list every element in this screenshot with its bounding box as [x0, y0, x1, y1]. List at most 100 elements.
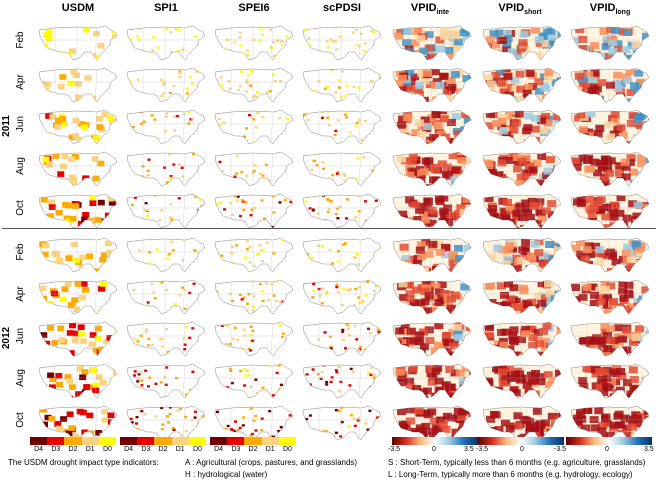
col-header-spei6: SPEI6 — [238, 2, 270, 14]
legend-swatch-d3 — [137, 437, 155, 445]
map-panel — [123, 234, 209, 275]
legend-class-label: D3 — [141, 446, 151, 453]
map-panel — [479, 106, 565, 147]
map-panel — [479, 148, 565, 189]
legend-class-label: D3 — [231, 446, 241, 453]
map-panel — [123, 190, 209, 231]
map-panel — [299, 106, 385, 147]
map-panel — [35, 106, 121, 147]
legend-swatch-d0 — [278, 437, 297, 445]
map-panel — [123, 22, 209, 63]
map-panel — [211, 190, 297, 231]
col-header-spi1: SPI1 — [154, 2, 178, 14]
map-panel — [123, 318, 209, 359]
map-panel — [299, 64, 385, 105]
col-header-vpid-long: VPIDlong — [589, 2, 631, 17]
map-panel — [123, 148, 209, 189]
map-panel — [299, 190, 385, 231]
legend-vpid-long-max: 3.5 — [644, 446, 654, 453]
legend-vpid-short-max-left: 3.5 — [464, 446, 474, 453]
col-header-usdm: USDM — [61, 2, 95, 14]
map-panel — [567, 190, 653, 231]
map-panel — [211, 106, 297, 147]
legend-vpid-long-gradient — [566, 437, 652, 445]
map-panel — [123, 276, 209, 317]
month-label-2012-oct: Oct — [15, 412, 26, 428]
month-label-2012-feb: Feb — [15, 243, 26, 261]
map-panel — [211, 148, 297, 189]
legend-class-label: D1 — [85, 446, 95, 453]
map-panel — [123, 106, 209, 147]
map-panel — [299, 402, 385, 443]
map-panel — [299, 148, 385, 189]
legend-swatch-d2 — [154, 437, 172, 445]
map-panel — [299, 234, 385, 275]
map-panel — [389, 276, 475, 317]
map-panel — [35, 148, 121, 189]
map-panel — [479, 190, 565, 231]
map-panel — [389, 402, 475, 443]
legend-spi1-bar — [120, 437, 207, 445]
map-panel — [389, 318, 475, 359]
map-panel — [479, 234, 565, 275]
legend-class-label: D2 — [158, 446, 168, 453]
map-panel — [299, 22, 385, 63]
map-panel — [567, 148, 653, 189]
map-panel — [35, 234, 121, 275]
legend-swatch-d3 — [47, 437, 65, 445]
year-label-2011: 2011 — [1, 115, 12, 137]
map-panel — [35, 318, 121, 359]
legend-spei6-bar — [210, 437, 297, 445]
month-label-2011-jun: Jun — [15, 115, 26, 133]
map-panel — [567, 360, 653, 401]
legend-class-label: D0 — [192, 446, 202, 453]
legend-spi1-labels: D4 D3 D2 D1 D0 — [120, 446, 206, 455]
legend-class-label: D0 — [282, 446, 292, 453]
impact-long-term: L : Long-Term, typically more than 6 mon… — [388, 470, 633, 479]
map-panel — [567, 318, 653, 359]
legend-vpid-long-min: -3.5 — [554, 446, 567, 453]
legend-swatch-d1 — [261, 437, 279, 445]
impact-agricultural: A : Agricultural (crops, pastures, and g… — [185, 458, 358, 467]
legend-vpid-short-gradient — [478, 437, 564, 445]
map-panel — [567, 234, 653, 275]
map-panel — [389, 148, 475, 189]
legend-vpid-inte-mid: 0 — [432, 446, 436, 453]
map-panel — [35, 22, 121, 63]
year-divider — [2, 228, 656, 229]
map-panel — [123, 360, 209, 401]
map-panel — [389, 234, 475, 275]
legend-swatch-d4 — [210, 437, 228, 445]
legend-class-label: D1 — [175, 446, 185, 453]
map-panel — [123, 402, 209, 443]
month-label-2012-jun: Jun — [15, 327, 26, 345]
legend-vpid-inte-min: -3.5 — [388, 446, 401, 453]
legend-swatch-d1 — [81, 437, 99, 445]
map-panel — [211, 234, 297, 275]
map-panel — [211, 276, 297, 317]
map-panel — [479, 276, 565, 317]
month-label-2012-apr: Apr — [15, 286, 26, 302]
map-panel — [299, 318, 385, 359]
map-panel — [479, 22, 565, 63]
legend-class-label: D0 — [102, 446, 112, 453]
map-panel — [299, 276, 385, 317]
legend-swatch-d4 — [30, 437, 48, 445]
impact-short-term: S : Short-Term, typically less than 6 mo… — [388, 458, 646, 467]
legend-class-label: D2 — [248, 446, 258, 453]
month-label-2011-aug: Aug — [15, 157, 26, 175]
map-panel — [211, 64, 297, 105]
legend-swatch-d2 — [64, 437, 82, 445]
map-panel — [211, 360, 297, 401]
legend-swatch-d0 — [98, 437, 117, 445]
year-label-2012: 2012 — [1, 326, 12, 350]
map-panel — [567, 64, 653, 105]
month-label-2012-aug: Aug — [15, 369, 26, 387]
legend-swatch-d2 — [244, 437, 262, 445]
impact-hydrological: H : hydrological (water) — [185, 470, 268, 479]
month-label-2011-oct: Oct — [15, 200, 26, 216]
legend-vpid-long-mid: 0 — [605, 446, 609, 453]
map-panel — [389, 190, 475, 231]
map-panel — [479, 360, 565, 401]
